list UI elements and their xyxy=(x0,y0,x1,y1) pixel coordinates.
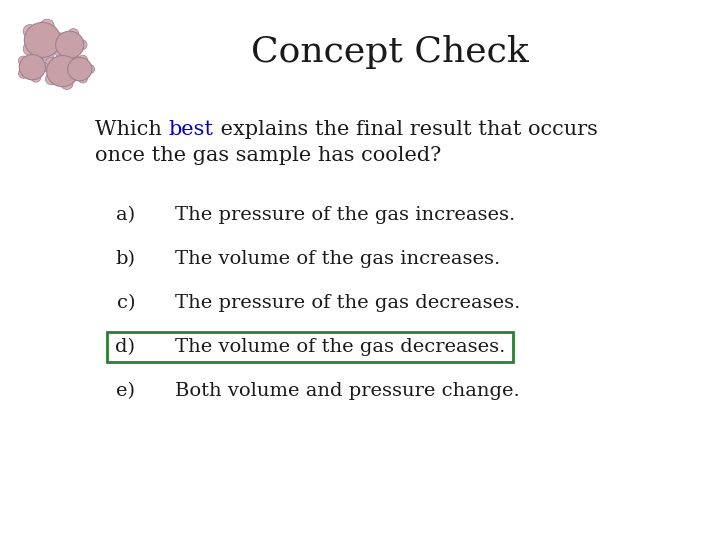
Text: Both volume and pressure change.: Both volume and pressure change. xyxy=(175,382,520,400)
Circle shape xyxy=(68,57,92,81)
Circle shape xyxy=(60,78,73,90)
Circle shape xyxy=(19,56,28,66)
Text: c): c) xyxy=(117,294,135,312)
Circle shape xyxy=(55,46,66,57)
Circle shape xyxy=(31,52,41,62)
Circle shape xyxy=(39,63,48,72)
Circle shape xyxy=(67,59,76,68)
Circle shape xyxy=(55,33,66,43)
Text: once the gas sample has cooled?: once the gas sample has cooled? xyxy=(95,146,441,165)
Text: best: best xyxy=(168,120,214,139)
Circle shape xyxy=(45,73,58,85)
Circle shape xyxy=(68,29,78,39)
Circle shape xyxy=(19,69,28,78)
Circle shape xyxy=(40,48,54,61)
Circle shape xyxy=(78,55,88,64)
Circle shape xyxy=(76,39,87,50)
Text: explains the final result that occurs: explains the final result that occurs xyxy=(214,120,598,139)
Circle shape xyxy=(86,65,94,73)
Text: e): e) xyxy=(116,382,135,400)
Circle shape xyxy=(71,65,83,77)
Text: a): a) xyxy=(116,206,135,224)
Text: d): d) xyxy=(115,338,135,356)
Circle shape xyxy=(60,52,73,64)
Circle shape xyxy=(40,19,54,32)
Circle shape xyxy=(47,56,78,86)
Circle shape xyxy=(31,72,41,82)
Circle shape xyxy=(19,55,45,80)
Circle shape xyxy=(45,57,58,69)
Text: b): b) xyxy=(115,250,135,268)
Circle shape xyxy=(24,23,60,57)
Circle shape xyxy=(23,25,37,38)
Circle shape xyxy=(68,51,78,61)
Text: The pressure of the gas increases.: The pressure of the gas increases. xyxy=(175,206,516,224)
Bar xyxy=(107,332,513,362)
Circle shape xyxy=(67,71,76,79)
Text: The volume of the gas decreases.: The volume of the gas decreases. xyxy=(175,338,505,356)
Text: The volume of the gas increases.: The volume of the gas increases. xyxy=(175,250,500,268)
Text: Which: Which xyxy=(95,120,168,139)
Text: Concept Check: Concept Check xyxy=(251,35,529,69)
Text: The pressure of the gas decreases.: The pressure of the gas decreases. xyxy=(175,294,521,312)
Circle shape xyxy=(23,42,37,55)
Circle shape xyxy=(78,74,88,83)
Circle shape xyxy=(51,33,65,46)
Circle shape xyxy=(55,31,84,58)
